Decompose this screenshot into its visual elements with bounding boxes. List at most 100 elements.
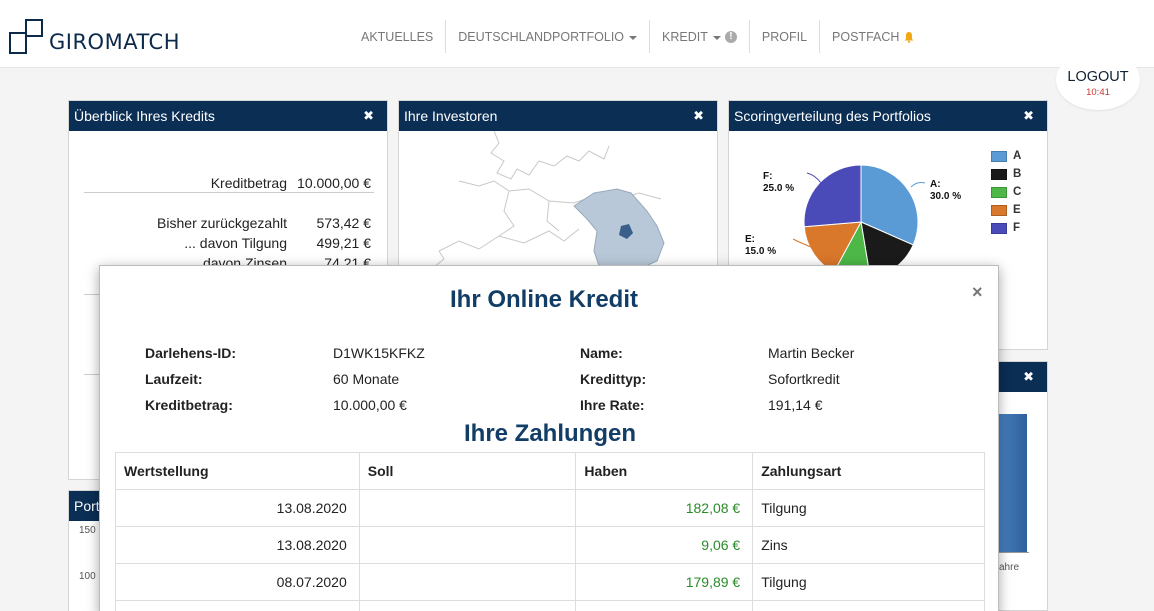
pie-slice-a[interactable]	[860, 164, 919, 246]
cell-soll	[358, 526, 577, 564]
loan-id-label: Darlehens-ID:	[145, 345, 237, 361]
payments-table: Wertstellung Soll Haben Zahlungsart 13.0…	[115, 452, 985, 611]
legend-label: C	[1013, 186, 1022, 198]
pie-label-e: E: 15.0 %	[745, 234, 777, 257]
cell-type: Zins	[752, 526, 985, 564]
close-icon[interactable]: ✖	[693, 108, 704, 123]
loan-id-value: D1WK15KFKZ	[333, 345, 425, 361]
legend-swatch	[991, 150, 1007, 162]
close-icon[interactable]: ✖	[1023, 369, 1034, 384]
rate-value: 191,14 €	[768, 397, 823, 413]
row-value: 499,21 €	[316, 235, 372, 251]
pie-label-f: F: 25.0 %	[763, 171, 795, 194]
nav-kredit-label: KREDIT	[662, 29, 708, 44]
name-value: Martin Becker	[768, 345, 855, 361]
legend-item-e[interactable]: E	[991, 204, 1021, 216]
table-header-row: Wertstellung Soll Haben Zahlungsart	[115, 452, 985, 490]
axis-label: ahre	[999, 562, 1020, 573]
legend-item-a[interactable]: A	[991, 150, 1021, 162]
logout-button[interactable]: LOGOUT 10:41	[1056, 50, 1140, 110]
table-row: 08.07.2020 179,89 € Tilgung	[115, 563, 985, 601]
close-icon[interactable]: ✖	[1023, 108, 1034, 123]
panel-title: Ihre Investoren	[404, 108, 498, 124]
panel-title: Überblick Ihres Kredits	[74, 108, 215, 124]
cell-date: 13.08.2020	[115, 526, 360, 564]
nav-deutschlandportfolio-label: DEUTSCHLANDPORTFOLIO	[458, 29, 625, 44]
column-header-haben[interactable]: Haben	[575, 452, 754, 490]
overview-row: Bisher zurückgezahlt 573,42 €	[71, 215, 371, 231]
cell-soll	[358, 489, 577, 527]
row-label: Kreditbetrag	[210, 175, 287, 191]
logout-label: LOGOUT	[1067, 69, 1129, 85]
panel-title: Port	[74, 498, 100, 514]
cell-type: Tilgung	[752, 563, 985, 601]
legend-item-b[interactable]: B	[991, 168, 1021, 180]
cell-date: 08.07.2020	[115, 563, 360, 601]
divider	[84, 192, 374, 193]
legend-swatch	[991, 186, 1007, 198]
pie-slice-f[interactable]	[803, 164, 862, 228]
legend-swatch	[991, 168, 1007, 180]
close-icon[interactable]: ×	[972, 282, 983, 302]
main-nav: AKTUELLES DEUTSCHLANDPORTFOLIO KREDIT! P…	[349, 20, 927, 53]
name-label: Name:	[580, 345, 623, 361]
header: GIROMATCH AKTUELLES DEUTSCHLANDPORTFOLIO…	[0, 0, 1154, 68]
logo-mark-icon	[9, 19, 43, 54]
panel-header: Ihre Investoren ✖	[399, 101, 717, 131]
overview-row: Kreditbetrag 10.000,00 €	[71, 175, 371, 191]
credit-amount-label: Kreditbetrag:	[145, 397, 233, 413]
payments-title: Ihre Zahlungen	[463, 420, 636, 447]
legend-item-c[interactable]: C	[991, 186, 1021, 198]
column-header-soll[interactable]: Soll	[358, 452, 577, 490]
cell-haben: 182,08 €	[575, 489, 754, 527]
legend-label: A	[1013, 150, 1022, 162]
credit-type-value: Sofortkredit	[768, 371, 840, 387]
axis-line	[997, 552, 1029, 553]
logo-text: GIROMATCH	[49, 30, 180, 54]
scoring-pie-chart	[792, 164, 926, 280]
online-credit-modal: Ihr Online Kredit × Darlehens-ID: D1WK15…	[99, 265, 999, 611]
session-timer: 10:41	[1086, 87, 1110, 98]
rate-label: Ihre Rate:	[580, 397, 645, 413]
nav-postfach-label: POSTFACH	[832, 29, 900, 44]
table-row: 13.08.2020 9,06 € Zins	[115, 526, 985, 564]
y-tick-label: 150	[79, 525, 96, 536]
connector-f	[806, 172, 822, 184]
cell-type	[752, 600, 985, 611]
close-icon[interactable]: ✖	[363, 108, 374, 123]
credit-type-label: Kredittyp:	[580, 371, 647, 387]
legend-swatch	[991, 204, 1007, 216]
connector-e	[792, 238, 812, 248]
nav-deutschlandportfolio[interactable]: DEUTSCHLANDPORTFOLIO	[446, 20, 651, 53]
cell-soll	[358, 600, 577, 611]
legend-label: E	[1013, 204, 1021, 216]
cell-haben: 179,89 €	[575, 563, 754, 601]
table-row	[115, 600, 985, 611]
modal-title: Ihr Online Kredit	[449, 286, 638, 313]
legend-item-f[interactable]: F	[991, 222, 1020, 234]
bell-icon	[904, 31, 914, 43]
panel-header: Scoringverteilung des Portfolios ✖	[729, 101, 1047, 131]
nav-aktuelles[interactable]: AKTUELLES	[349, 20, 447, 53]
row-value: 10.000,00 €	[297, 175, 371, 191]
nav-kredit[interactable]: KREDIT!	[650, 20, 750, 53]
row-label: Bisher zurückgezahlt	[157, 215, 287, 231]
table-row: 13.08.2020 182,08 € Tilgung	[115, 489, 985, 527]
cell-soll	[358, 563, 577, 601]
credit-amount-value: 10.000,00 €	[333, 397, 407, 413]
legend-label: B	[1013, 168, 1022, 180]
term-label: Laufzeit:	[145, 371, 203, 387]
cell-date	[115, 600, 360, 611]
germany-map	[428, 131, 665, 271]
legend-label: F	[1013, 222, 1021, 234]
bar-segment	[997, 414, 1027, 552]
nav-aktuelles-label: AKTUELLES	[361, 29, 434, 44]
nav-profil[interactable]: PROFIL	[750, 20, 821, 53]
column-header-zahlungsart[interactable]: Zahlungsart	[752, 452, 985, 490]
column-header-wertstellung[interactable]: Wertstellung	[115, 452, 360, 490]
giromatch-logo[interactable]: GIROMATCH	[9, 19, 179, 55]
connector-a	[910, 182, 926, 188]
nav-postfach[interactable]: POSTFACH	[820, 20, 927, 53]
panel-header: Überblick Ihres Kredits ✖	[69, 101, 387, 131]
legend-swatch	[991, 222, 1007, 234]
